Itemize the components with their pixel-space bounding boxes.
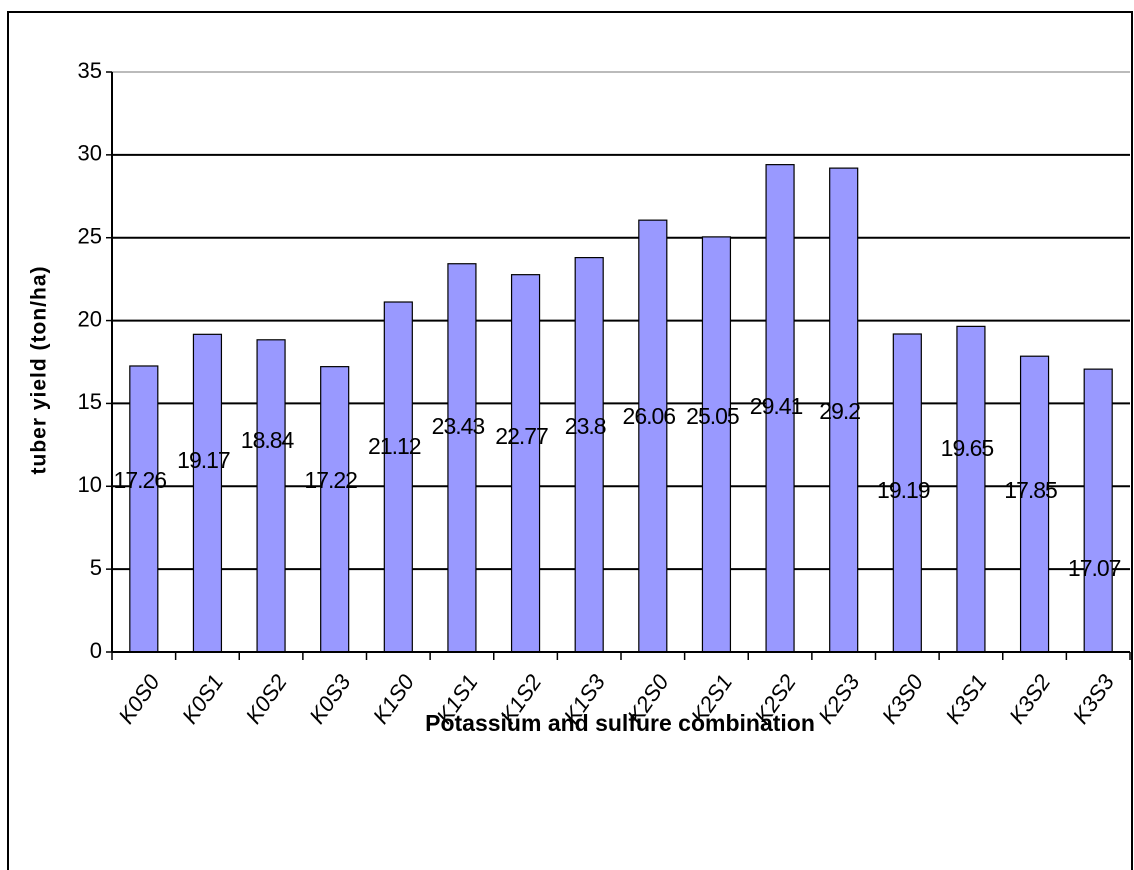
data-label: 18.84: [241, 427, 295, 453]
bar: [510, 274, 541, 653]
bar: [383, 301, 413, 653]
y-tick-label: 35: [78, 58, 102, 83]
bar: [638, 219, 668, 653]
data-label: 26.06: [623, 403, 676, 429]
x-tick-label: K1S0: [368, 669, 420, 728]
x-tick-label: K3S2: [1004, 670, 1055, 728]
bar: [701, 236, 732, 653]
data-label: 29.41: [750, 393, 803, 419]
data-label: 17.07: [1068, 555, 1121, 581]
chart-border: [7, 11, 1133, 870]
bar: [1083, 368, 1113, 653]
data-label: 29.2: [819, 398, 860, 424]
x-tick-label: K2S3: [813, 669, 865, 728]
bar: [892, 333, 922, 653]
y-tick-label: 0: [90, 638, 102, 663]
bar: [320, 366, 350, 653]
bar: [956, 325, 986, 653]
y-tick-label: 5: [90, 555, 102, 580]
data-label: 17.22: [304, 467, 357, 493]
bar: [447, 263, 477, 653]
x-tick-label: K0S0: [113, 669, 165, 728]
data-label: 25.05: [686, 403, 739, 429]
data-label: 19.65: [941, 435, 994, 461]
x-tick-label: K0S2: [241, 670, 292, 728]
data-label: 17.85: [1004, 477, 1057, 503]
bar: [574, 257, 604, 653]
data-label: 19.19: [877, 477, 930, 503]
bar: [829, 167, 859, 653]
x-tick-label: K3S0: [877, 669, 929, 728]
data-label: 21.12: [368, 433, 421, 459]
y-axis-label: tuber yield (ton/ha): [28, 266, 51, 475]
data-label: 19.17: [177, 447, 230, 473]
y-tick-label: 30: [78, 141, 102, 166]
data-label: 17.26: [114, 467, 167, 493]
y-tick-label: 20: [78, 306, 102, 331]
x-tick-label: K3S1: [940, 670, 991, 728]
bar: [765, 164, 795, 653]
y-tick-label: 15: [78, 389, 102, 414]
x-tick-label: K0S3: [304, 669, 356, 728]
y-tick-label: 25: [78, 224, 102, 249]
y-tick-label: 10: [78, 472, 102, 497]
bar: [192, 333, 223, 653]
x-tick-label: K0S1: [177, 670, 228, 728]
bar: [129, 365, 159, 653]
data-label: 22.77: [495, 423, 548, 449]
x-tick-label: K3S3: [1068, 669, 1120, 728]
x-axis-label: Potassium and sulfure combination: [425, 710, 815, 736]
data-label: 23.43: [432, 413, 485, 439]
data-label: 23.8: [565, 413, 606, 439]
bar: [1019, 355, 1050, 653]
bar: [256, 339, 286, 653]
